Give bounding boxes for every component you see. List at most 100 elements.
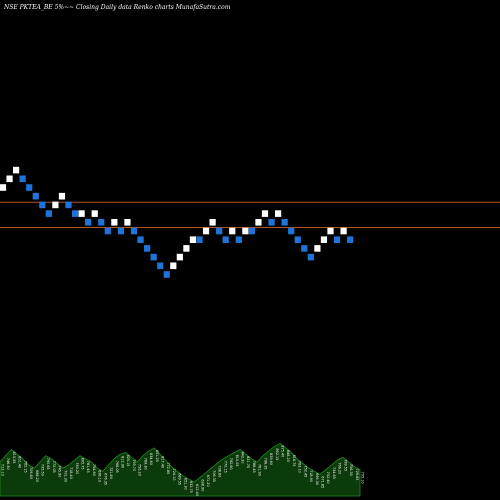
renko-brick-down (301, 245, 308, 252)
chart-title: NSE PKTEA_BE 5%~~ Closing Daily data Ren… (3, 4, 231, 11)
renko-brick-up (13, 166, 20, 174)
renko-brick-down (65, 201, 72, 209)
renko-brick-down (104, 227, 111, 235)
volume-label: 754.60 (92, 464, 96, 476)
volume-label: 702.40 (326, 472, 330, 484)
renko-brick-down (268, 219, 275, 226)
volume-label: 851.25 (155, 450, 159, 462)
renko-brick-down (137, 236, 144, 243)
volume-label: 735.50 (41, 464, 45, 476)
renko-brick-up (183, 245, 190, 252)
volume-label: 762.15 (23, 461, 27, 473)
volume-label: 709.80 (29, 467, 33, 479)
volume-label: 789.55 (343, 459, 347, 471)
volume-area (0, 442, 361, 497)
volume-label: 752.45 (303, 465, 307, 477)
renko-brick-down (235, 236, 242, 243)
volume-label: 695.30 (315, 473, 319, 485)
volume-label: 788.45 (252, 461, 256, 473)
volume-label: 758.30 (349, 464, 353, 476)
volume-label: 817.40 (161, 456, 165, 468)
renko-brick-down (333, 236, 341, 243)
renko-bricks (0, 166, 354, 278)
renko-brick-down (163, 271, 170, 278)
volume-label: 772.05 (52, 461, 56, 473)
volume-label: 805.75 (81, 458, 85, 470)
volume-label: 829.60 (269, 453, 273, 465)
renko-brick-up (52, 201, 59, 209)
volume-label: 651.30 (183, 478, 187, 490)
volume-label: 721.80 (109, 467, 113, 479)
renko-brick-up (124, 219, 131, 226)
renko-brick-down (196, 236, 203, 243)
renko-brick-up (275, 210, 282, 217)
volume-label: 793.70 (132, 459, 136, 471)
volume-label: 712.10 (1, 464, 5, 476)
renko-brick-down (294, 236, 301, 243)
volume-label: 842.30 (241, 452, 245, 464)
volume-label: 848.20 (286, 450, 290, 462)
renko-brick-down (71, 210, 79, 217)
renko-brick-up (255, 219, 262, 226)
volume-label: 745.90 (58, 465, 62, 477)
volume-label: 781.45 (86, 461, 90, 473)
volume-label: 834.60 (149, 453, 153, 465)
renko-brick-up (176, 253, 183, 261)
renko-brick-up (202, 227, 210, 235)
volume-label: 746.30 (6, 458, 10, 470)
volume-label: 789.30 (143, 458, 147, 470)
renko-brick-up (189, 236, 197, 243)
volume-label: 825.15 (126, 455, 130, 467)
renko-brick-up (111, 219, 118, 226)
renko-brick-down (216, 227, 223, 235)
volume-label: 612.40 (195, 484, 199, 496)
renko-brick-down (117, 227, 124, 235)
renko-brick-down (45, 210, 52, 217)
renko-brick-down (347, 236, 354, 243)
volume-label: 815.05 (235, 455, 239, 467)
volume-label: 718.90 (309, 470, 313, 482)
renko-brick-up (340, 227, 347, 235)
volume-label: 798.35 (263, 458, 267, 470)
renko-brick-down (144, 245, 151, 252)
renko-brick-up (209, 219, 216, 226)
renko-brick-up (91, 210, 98, 217)
volume-label: 821.70 (246, 456, 250, 468)
volume-label: 638.90 (201, 479, 205, 491)
volume-label: 813.35 (12, 451, 16, 463)
volume-label: 812.90 (121, 456, 125, 468)
renko-brick-down (150, 253, 157, 261)
renko-brick-up (170, 262, 177, 270)
volume-label: 790.65 (46, 458, 50, 470)
volume-label: 689.55 (178, 473, 182, 485)
renko-brick-up (242, 227, 249, 235)
renko-brick-down (26, 184, 33, 191)
renko-brick-up (314, 245, 321, 252)
volume-label: 706.35 (212, 470, 216, 482)
volume-label: 671.20 (206, 475, 210, 487)
renko-brick-down (85, 219, 92, 226)
volume-label: 770.15 (223, 461, 227, 473)
renko-brick-down (39, 201, 46, 209)
renko-brick-down (157, 262, 164, 270)
renko-brick-up (320, 236, 328, 243)
renko-brick-down (281, 219, 288, 226)
renko-brick-down (32, 192, 39, 200)
renko-brick-down (288, 227, 295, 235)
volume-label: 772.85 (166, 462, 170, 474)
volume-label: 718.40 (69, 467, 73, 479)
volume-label: 738.80 (218, 465, 222, 477)
renko-brick-down (307, 253, 314, 261)
reference-lines (0, 201, 500, 229)
volume-label: 875.40 (281, 445, 285, 457)
volume-label: 760.20 (75, 462, 79, 474)
volume-label: 688.20 (35, 470, 39, 482)
volume-label: 862.15 (275, 448, 279, 460)
renko-brick-up (78, 210, 85, 217)
volume-label: 766.20 (338, 462, 342, 474)
volume-label: 816.75 (292, 455, 296, 467)
volume-label: 676.35 (103, 473, 107, 485)
volume-label: 761.90 (258, 464, 262, 476)
